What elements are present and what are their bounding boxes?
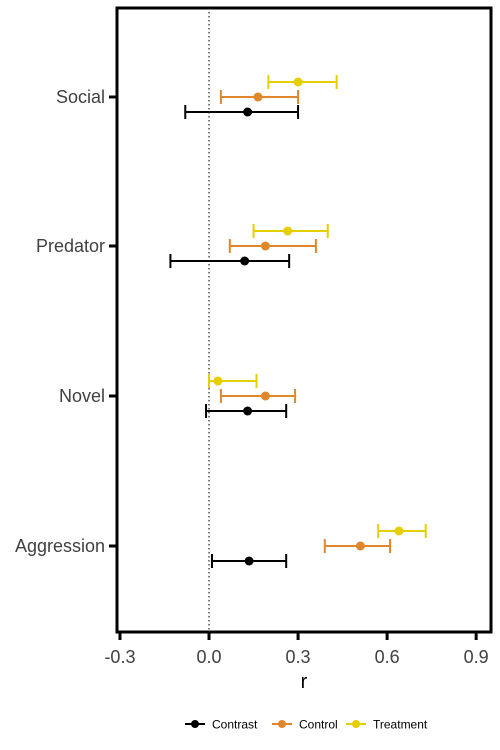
y-axis: Social Predator Novel Aggression xyxy=(15,87,117,556)
series-treatment xyxy=(208,75,427,538)
legend-label: Contrast xyxy=(212,718,258,732)
x-tick-label: 0.9 xyxy=(464,647,489,667)
point-estimate xyxy=(355,541,365,551)
legend-key-point xyxy=(352,720,360,728)
point-estimate xyxy=(260,241,270,251)
legend-key-point xyxy=(278,720,286,728)
legend-item-control: Control xyxy=(272,718,338,732)
category-label-predator: Predator xyxy=(36,236,105,256)
point-estimate xyxy=(244,556,254,566)
point-estimate xyxy=(243,406,253,416)
legend-item-contrast: Contrast xyxy=(185,718,258,732)
plot-panel xyxy=(115,6,493,634)
point-estimate xyxy=(243,107,253,117)
x-axis-title: r xyxy=(301,671,308,693)
x-tick-label: -0.3 xyxy=(104,647,135,667)
legend: Contrast Control Treatment xyxy=(185,718,428,732)
legend-item-treatment: Treatment xyxy=(346,718,428,732)
x-tick-label: 0.0 xyxy=(197,647,222,667)
category-label-novel: Novel xyxy=(59,386,105,406)
category-label-aggression: Aggression xyxy=(15,536,105,556)
x-tick-label: 0.6 xyxy=(375,647,400,667)
x-tick-label: 0.3 xyxy=(286,647,311,667)
point-estimate xyxy=(260,391,270,401)
point-estimate xyxy=(394,526,404,536)
series-control xyxy=(219,90,392,553)
x-axis: -0.3 0.0 0.3 0.6 0.9 xyxy=(104,8,489,667)
legend-label: Control xyxy=(299,718,338,732)
point-estimate xyxy=(240,256,250,266)
point-estimate xyxy=(213,376,223,386)
legend-label: Treatment xyxy=(373,718,428,732)
series-contrast xyxy=(169,105,300,568)
point-estimate xyxy=(253,92,263,102)
series-layer xyxy=(169,75,427,568)
point-estimate xyxy=(283,226,293,236)
category-label-social: Social xyxy=(56,87,105,107)
point-estimate xyxy=(293,77,303,87)
legend-key-point xyxy=(191,720,199,728)
